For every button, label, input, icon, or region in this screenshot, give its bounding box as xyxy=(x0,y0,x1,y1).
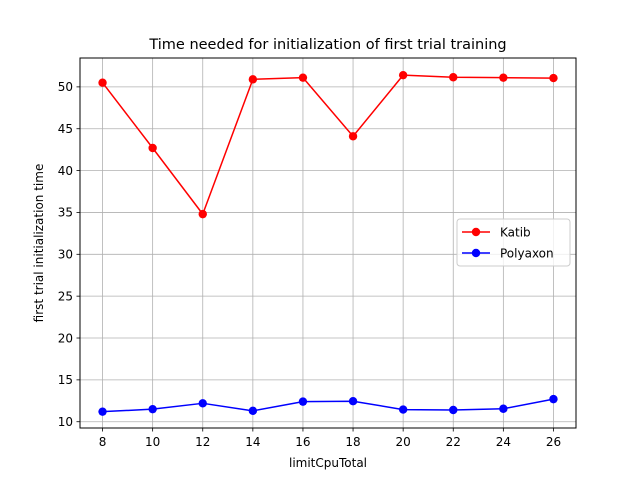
legend-label-polyaxon: Polyaxon xyxy=(500,246,554,260)
y-tick-label: 30 xyxy=(58,248,73,262)
data-series xyxy=(98,70,558,416)
data-point-polyaxon xyxy=(148,404,157,414)
legend-label-katib: Katib xyxy=(500,225,531,239)
x-axis-label: limitCpuTotal xyxy=(289,456,367,470)
data-point-polyaxon xyxy=(298,397,308,406)
x-tick-label: 20 xyxy=(396,435,411,449)
data-point-katib xyxy=(298,73,308,82)
y-tick-label: 35 xyxy=(58,206,73,220)
y-tick-label: 15 xyxy=(58,373,73,387)
x-tick-label: 26 xyxy=(546,435,561,449)
chart-title: Time needed for initialization of first … xyxy=(148,37,506,53)
x-tick-label: 14 xyxy=(245,435,260,449)
x-tick-label: 22 xyxy=(446,435,461,449)
plot-area-frame xyxy=(79,57,577,429)
data-point-polyaxon xyxy=(248,406,258,416)
data-point-polyaxon xyxy=(98,407,107,416)
y-tick-label: 40 xyxy=(58,164,73,178)
data-point-katib xyxy=(248,75,258,84)
series-line-polyaxon xyxy=(102,398,554,413)
data-point-polyaxon xyxy=(398,405,408,414)
data-point-polyaxon xyxy=(549,394,558,404)
data-point-katib xyxy=(449,73,458,82)
series-line-katib xyxy=(101,74,554,215)
data-point-polyaxon xyxy=(348,397,358,406)
x-tick-label: 10 xyxy=(145,435,160,449)
data-point-katib xyxy=(549,73,558,83)
x-tick-label: 12 xyxy=(195,435,210,449)
data-point-polyaxon xyxy=(449,405,458,415)
data-point-katib xyxy=(499,73,508,82)
data-point-polyaxon xyxy=(198,399,207,408)
data-point-polyaxon xyxy=(499,404,508,413)
x-tick-label: 8 xyxy=(99,435,107,449)
legend-box xyxy=(456,218,571,267)
legend-marker-katib xyxy=(471,227,481,237)
x-tick-label: 24 xyxy=(496,435,511,449)
x-tick-label: 18 xyxy=(345,435,360,449)
data-point-katib xyxy=(98,78,107,87)
y-tick-label: 20 xyxy=(58,331,73,345)
y-tick-label: 10 xyxy=(58,415,73,429)
data-point-katib xyxy=(198,209,207,219)
data-point-katib xyxy=(348,132,358,141)
axis-ticks: 8 10 12 14 16 18 20 22 24 26 10 15 20 25 30 35 40 45 50 xyxy=(58,80,561,449)
legend: Katib Polyaxon xyxy=(456,218,571,267)
y-tick-label: 50 xyxy=(58,80,73,94)
y-tick-label: 25 xyxy=(58,289,73,303)
legend-marker-polyaxon xyxy=(471,248,481,258)
data-point-katib xyxy=(148,143,157,153)
y-axis-label: first trial initialization time xyxy=(32,164,46,323)
y-tick-label: 45 xyxy=(58,122,73,136)
x-tick-label: 16 xyxy=(295,435,310,449)
data-point-katib xyxy=(398,70,408,80)
